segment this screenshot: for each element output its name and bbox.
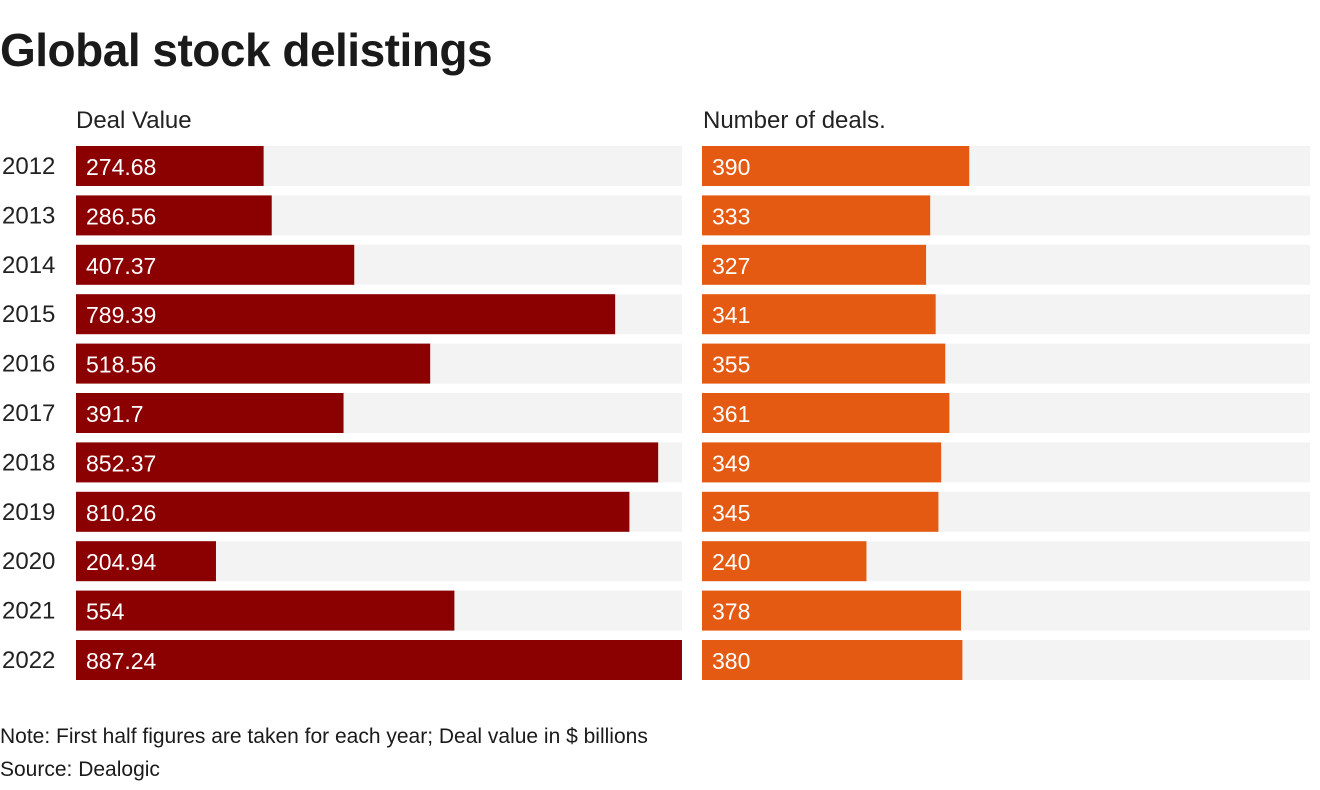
deal-count-label-2021: 378 xyxy=(712,599,750,625)
deal-value-label-2018: 852.37 xyxy=(86,450,156,476)
deal-value-label-2022: 887.24 xyxy=(86,648,157,674)
year-label-2022: 2022 xyxy=(2,647,55,674)
deal-value-label-2017: 391.7 xyxy=(86,401,144,427)
deal-value-panel-title: Deal Value xyxy=(76,107,192,134)
deal-count-label-2015: 341 xyxy=(712,302,750,328)
year-label-2014: 2014 xyxy=(2,252,55,279)
deal-value-bar-2017 xyxy=(76,393,344,433)
year-label-2016: 2016 xyxy=(2,351,55,378)
year-label-2018: 2018 xyxy=(2,449,55,476)
deal-count-label-2018: 349 xyxy=(712,450,750,476)
deal-count-bar-2018 xyxy=(702,442,942,483)
year-label-2020: 2020 xyxy=(2,548,55,575)
deal-count-label-2016: 355 xyxy=(712,352,750,378)
deal-count-bar-2019 xyxy=(702,491,939,532)
deal-count-bar-2016 xyxy=(702,343,946,384)
deal-value-bar-2013 xyxy=(76,195,272,236)
year-label-2012: 2012 xyxy=(2,153,55,180)
deal-count-bar-2017 xyxy=(702,393,950,433)
year-label-2019: 2019 xyxy=(2,499,55,526)
year-label-2021: 2021 xyxy=(2,598,55,625)
deal-value-bar-2014 xyxy=(76,244,355,285)
deal-count-label-2012: 390 xyxy=(712,154,750,180)
deal-value-label-2014: 407.37 xyxy=(86,253,156,279)
deal-value-label-2016: 518.56 xyxy=(86,352,156,378)
deal-value-bar-2021 xyxy=(76,590,455,631)
deal-value-bar-2018 xyxy=(76,442,659,483)
deal-value-bar-2015 xyxy=(76,294,616,335)
deal-value-bar-2020 xyxy=(76,541,216,582)
deal-value-label-2015: 789.39 xyxy=(86,302,156,328)
deal-count-bar-2022 xyxy=(702,640,963,680)
deal-value-bar-2016 xyxy=(76,343,431,384)
deal-count-label-2013: 333 xyxy=(712,203,750,229)
deal-value-label-2013: 286.56 xyxy=(86,203,156,229)
deal-count-bar-2020 xyxy=(702,541,867,582)
deal-value-label-2020: 204.94 xyxy=(86,549,157,575)
year-label-2013: 2013 xyxy=(2,202,55,229)
deal-count-bar-2015 xyxy=(702,294,936,335)
year-label-2017: 2017 xyxy=(2,400,55,427)
deal-count-label-2020: 240 xyxy=(712,549,750,575)
deal-count-bar-2012 xyxy=(702,146,970,186)
deal-value-label-2021: 554 xyxy=(86,599,125,625)
deal-value-label-2012: 274.68 xyxy=(86,154,156,180)
deal-value-bar-2012 xyxy=(76,146,264,186)
deal-count-panel-title: Number of deals. xyxy=(703,107,886,134)
year-axis-labels: 2012 2013 2014 2015 2016 2017 2018 2019 2020 2021… xyxy=(2,153,55,674)
year-label-2015: 2015 xyxy=(2,301,55,328)
chart-source: Source: Dealogic xyxy=(0,758,160,781)
deal-count-label-2017: 361 xyxy=(712,401,750,427)
deal-value-bar-2022 xyxy=(76,640,682,680)
deal-value-label-2019: 810.26 xyxy=(86,500,156,526)
chart-note: Note: First half figures are taken for e… xyxy=(0,725,648,748)
chart-title: Global stock delistings xyxy=(0,24,493,76)
deal-value-bars: 274.68 286.56 407.37 789.39 518.56 391.7 852.3… xyxy=(76,146,682,680)
deal-count-label-2014: 327 xyxy=(712,253,750,279)
deal-count-bar-2013 xyxy=(702,195,931,236)
deal-count-label-2019: 345 xyxy=(712,500,750,526)
deal-count-bars: 390 333 327 341 355 361 349 345 240 378 380 xyxy=(702,146,1310,680)
deal-count-label-2022: 380 xyxy=(712,648,750,674)
deal-count-bar-2021 xyxy=(702,590,962,631)
deal-count-bar-2014 xyxy=(702,244,927,285)
deal-value-bar-2019 xyxy=(76,491,630,532)
